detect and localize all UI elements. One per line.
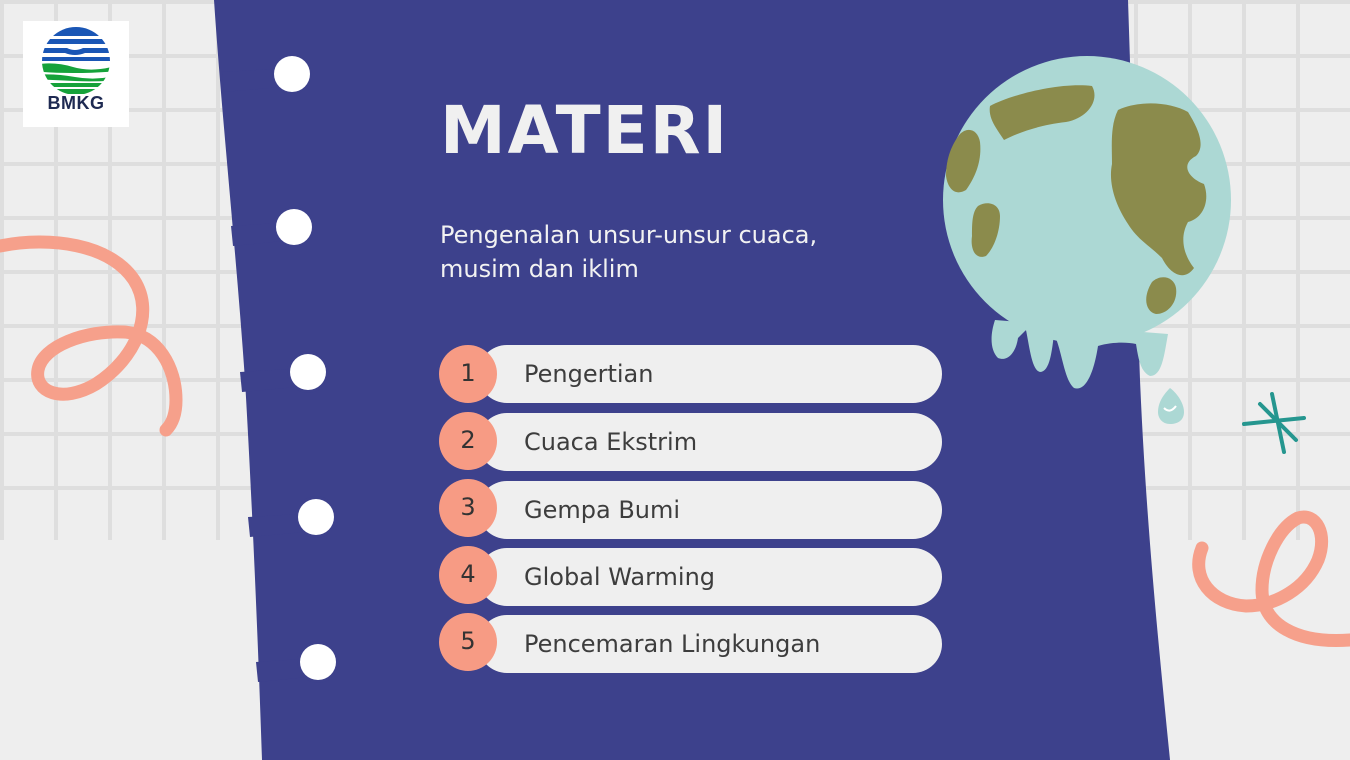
- logo-text: BMKG: [47, 93, 105, 113]
- bmkg-logo: BMKG: [23, 21, 129, 127]
- topic-number-badge: 4: [439, 546, 497, 604]
- topic-item-label: Pencemaran Lingkungan: [524, 630, 821, 658]
- topic-item-pill: Global Warming: [478, 548, 942, 606]
- globe-icon: [943, 56, 1231, 424]
- squiggle-loop-left: [0, 235, 183, 437]
- notebook-ring-holes: [274, 56, 336, 680]
- topic-item-label: Gempa Bumi: [524, 496, 681, 524]
- topic-item-label: Cuaca Ekstrim: [524, 428, 698, 456]
- topic-item-pill: Pengertian: [478, 345, 942, 403]
- topic-number-badge: 2: [439, 412, 497, 470]
- topic-number-badge: 3: [439, 479, 497, 537]
- topic-item-pill: Pencemaran Lingkungan: [478, 615, 942, 673]
- topic-item-pill: Gempa Bumi: [478, 481, 942, 539]
- topic-item-pill: Cuaca Ekstrim: [478, 413, 942, 471]
- topic-item-label: Pengertian: [524, 360, 654, 388]
- squiggle-loop-right: [1192, 510, 1350, 648]
- sparkle-star-icon: [1242, 392, 1306, 454]
- slide-subtitle: Pengenalan unsur-unsur cuaca, musim dan …: [440, 221, 818, 283]
- slide-title: MATERI: [440, 92, 730, 169]
- topic-number-badge: 5: [439, 613, 497, 671]
- topic-number-badge: 1: [439, 345, 497, 403]
- bmkg-emblem-icon: [42, 27, 110, 95]
- topic-item-label: Global Warming: [524, 563, 716, 591]
